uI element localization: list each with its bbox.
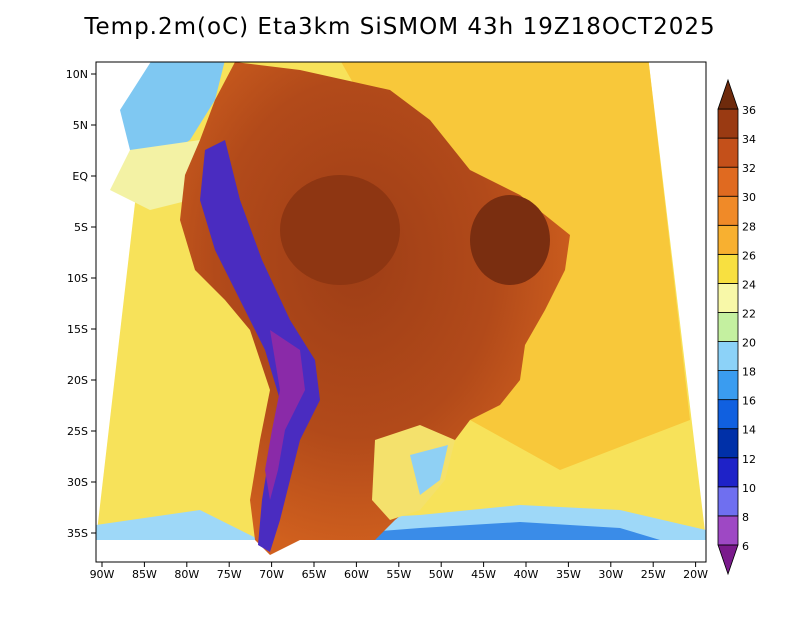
lon-tick-label: 85W	[132, 568, 157, 581]
lon-tick-label: 25W	[641, 568, 666, 581]
lat-tick-label: 10S	[67, 272, 88, 285]
colorbar-bin	[717, 195, 739, 226]
andes-cold-strip	[200, 140, 320, 552]
lon-tick-label: 75W	[217, 568, 242, 581]
colorbar-bin	[717, 283, 739, 313]
lon-tick-label: 65W	[302, 568, 327, 581]
colorbar-label: 36	[742, 104, 756, 117]
colorbar-label: 10	[742, 482, 756, 495]
colorbar-bin	[717, 457, 739, 488]
lat-tick-label: 10N	[66, 68, 88, 81]
colorbar-label: 20	[742, 337, 756, 350]
lon-tick-label: 35W	[556, 568, 581, 581]
map-title: Temp.2m(oC) Eta3km SiSMOM 43h 19Z18OCT20…	[84, 14, 716, 40]
lat-tick-label: 20S	[67, 374, 88, 387]
colorbar-label: 8	[742, 511, 749, 524]
lon-tick-label: 80W	[174, 568, 199, 581]
andes-snow-cap	[265, 330, 305, 500]
lat-tick-label: 35S	[67, 527, 88, 540]
lat-tick-label: 25S	[67, 425, 88, 438]
lat-tick-label: EQ	[72, 170, 88, 183]
colorbar: 6 8 10 12 14 16 18 20 22 24 26 28 30 32 34 36	[717, 78, 756, 576]
colorbar-bin	[717, 224, 739, 255]
map-frame-border	[95, 61, 707, 563]
pacific-cool-zone	[120, 62, 225, 160]
longitude-ticks: 90W 85W 80W 75W 70W 65W 60W 55W 50W 45W 40W 35W 30W 2…	[90, 562, 708, 581]
colorbar-label: 12	[742, 453, 756, 466]
colorbar-label: 30	[742, 191, 756, 204]
colorbar-label: 6	[742, 540, 749, 553]
colorbar-label: 18	[742, 366, 756, 379]
uruguay-cool	[410, 445, 448, 495]
colorbar-label: 28	[742, 220, 756, 233]
colorbar-bin	[717, 312, 739, 342]
colorbar-label: 34	[742, 133, 756, 146]
colorbar-bin	[717, 253, 739, 284]
colorbar-bin	[717, 399, 739, 430]
lat-tick-label: 15S	[67, 323, 88, 336]
colorbar-bin	[717, 515, 739, 546]
colorbar-label: 26	[742, 249, 756, 262]
southern-ocean-deep	[330, 522, 660, 540]
colorbar-bin	[717, 108, 739, 139]
lon-tick-label: 20W	[683, 568, 708, 581]
amazon-hot-core	[280, 175, 400, 285]
latitude-ticks: 10N 5N EQ 5S 10S 15S 20S 25S 30S 35S	[66, 68, 96, 540]
northeast-hot-core	[470, 195, 550, 285]
colorbar-bin	[717, 428, 739, 459]
lon-tick-label: 30W	[598, 568, 623, 581]
colorbar-bin	[717, 544, 739, 576]
lat-tick-label: 30S	[67, 476, 88, 489]
colorbar-bin	[717, 78, 739, 110]
lon-tick-label: 55W	[386, 568, 411, 581]
lat-tick-label: 5S	[74, 221, 88, 234]
lon-tick-label: 60W	[344, 568, 369, 581]
colorbar-label: 22	[742, 307, 756, 320]
map-field	[96, 62, 706, 555]
colorbar-bin	[717, 137, 739, 168]
colorbar-label: 16	[742, 395, 756, 408]
colorbar-label: 32	[742, 162, 756, 175]
colorbar-label: 24	[742, 278, 756, 291]
colorbar-bin	[717, 486, 739, 517]
lon-tick-label: 45W	[471, 568, 496, 581]
colorbar-label: 14	[742, 424, 756, 437]
colorbar-bin	[717, 370, 739, 401]
colorbar-bin	[717, 341, 739, 371]
lon-tick-label: 70W	[259, 568, 284, 581]
pacific-light-zone	[110, 140, 200, 210]
colorbar-bin	[717, 166, 739, 197]
lon-tick-label: 40W	[514, 568, 539, 581]
lon-tick-label: 90W	[90, 568, 115, 581]
lon-tick-label: 50W	[429, 568, 454, 581]
lat-tick-label: 5N	[73, 119, 88, 132]
